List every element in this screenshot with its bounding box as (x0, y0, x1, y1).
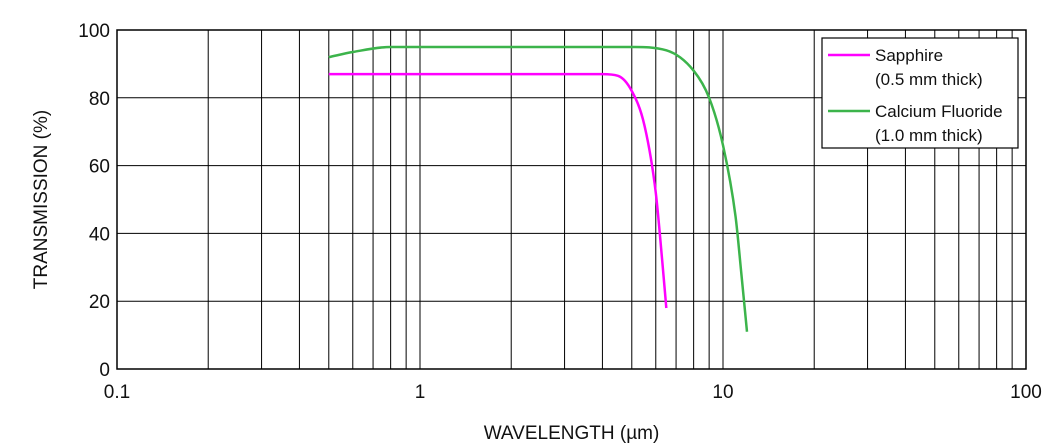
tick-labels: 0.1 1 10 100 0 20 40 60 80 100 (78, 21, 1042, 403)
legend-box (821, 37, 1019, 149)
y-tick-label: 60 (89, 157, 110, 178)
x-axis-title: WAVELENGTH (µm) (484, 423, 660, 444)
x-tick-label: 10 (712, 382, 733, 403)
y-tick-label: 20 (89, 292, 110, 313)
legend-sublabel-calcium-fluoride: (1.0 mm thick) (875, 126, 983, 145)
x-tick-label: 100 (1010, 382, 1042, 403)
legend-label-sapphire: Sapphire (875, 46, 943, 65)
series-line-calcium-fluoride (328, 45, 749, 332)
y-tick-label: 0 (99, 360, 110, 381)
y-tick-label: 80 (89, 89, 110, 110)
legend-label-calcium-fluoride: Calcium Fluoride (875, 102, 1003, 121)
legend: Sapphire (0.5 mm thick) Calcium Fluoride… (821, 37, 1019, 149)
y-tick-label: 100 (78, 21, 110, 42)
series-line-sapphire (328, 72, 668, 309)
y-tick-label: 40 (89, 224, 110, 245)
x-tick-label: 1 (415, 382, 426, 403)
plot-frame (116, 29, 1027, 370)
x-tick-label: 0.1 (104, 382, 130, 403)
y-axis-title: TRANSMISSION (%) (31, 110, 52, 289)
series-layer (328, 45, 749, 332)
legend-sublabel-sapphire: (0.5 mm thick) (875, 70, 983, 89)
